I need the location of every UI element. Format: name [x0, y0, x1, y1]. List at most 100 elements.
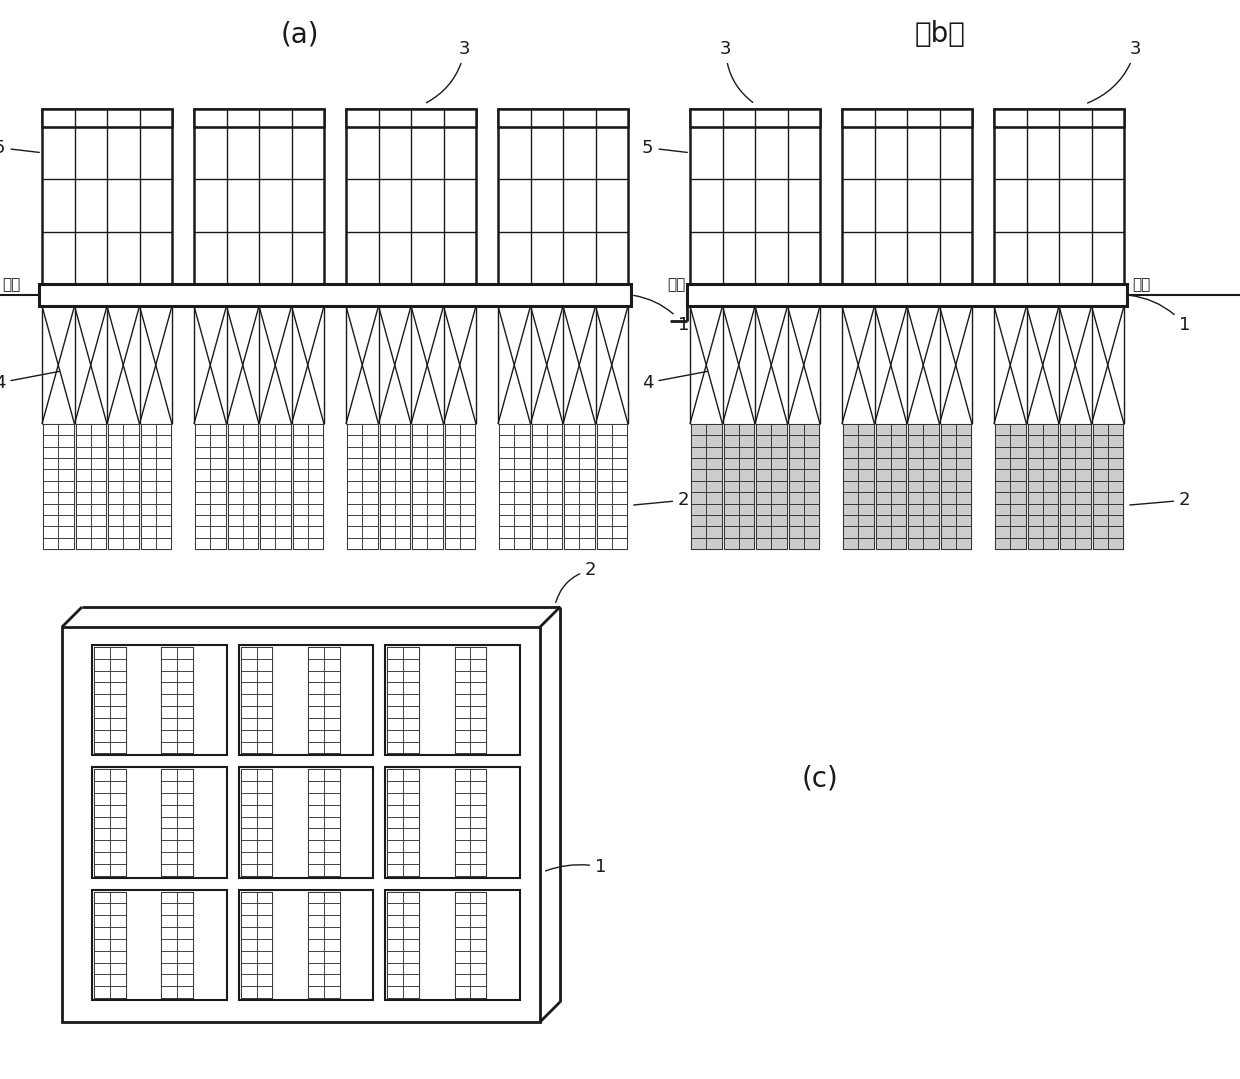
- Bar: [308, 504, 322, 515]
- Bar: [110, 852, 125, 864]
- Bar: [257, 903, 273, 915]
- Bar: [195, 459, 211, 469]
- Bar: [362, 459, 377, 469]
- Bar: [195, 447, 211, 459]
- Bar: [455, 671, 470, 682]
- Bar: [260, 469, 275, 481]
- Bar: [241, 915, 257, 927]
- Bar: [1043, 481, 1058, 492]
- Bar: [260, 459, 275, 469]
- Bar: [161, 741, 177, 753]
- Bar: [498, 109, 627, 126]
- Bar: [347, 469, 362, 481]
- Bar: [387, 694, 403, 706]
- Bar: [94, 769, 110, 781]
- Bar: [308, 671, 324, 682]
- Bar: [771, 469, 786, 481]
- Bar: [771, 492, 786, 504]
- Bar: [858, 527, 873, 537]
- Bar: [94, 793, 110, 805]
- Bar: [1092, 504, 1107, 515]
- Bar: [308, 424, 322, 435]
- Bar: [123, 459, 139, 469]
- Bar: [515, 504, 529, 515]
- Bar: [843, 459, 858, 469]
- Bar: [924, 504, 939, 515]
- Bar: [739, 515, 754, 527]
- Bar: [547, 492, 562, 504]
- Bar: [403, 741, 419, 753]
- Bar: [596, 469, 611, 481]
- Bar: [611, 515, 627, 527]
- Bar: [94, 927, 110, 939]
- Bar: [379, 515, 394, 527]
- Bar: [611, 504, 627, 515]
- Bar: [241, 682, 257, 694]
- Bar: [241, 729, 257, 741]
- Bar: [110, 781, 125, 793]
- Bar: [257, 671, 273, 682]
- Bar: [110, 891, 125, 903]
- Bar: [275, 481, 290, 492]
- Bar: [470, 741, 486, 753]
- Bar: [428, 435, 443, 447]
- Bar: [515, 424, 529, 435]
- Bar: [386, 890, 520, 1000]
- Bar: [308, 435, 322, 447]
- Bar: [842, 109, 972, 126]
- Bar: [723, 459, 739, 469]
- Bar: [924, 527, 939, 537]
- Bar: [275, 447, 290, 459]
- Bar: [76, 504, 91, 515]
- Bar: [110, 986, 125, 998]
- Bar: [924, 481, 939, 492]
- Text: 3: 3: [720, 40, 753, 103]
- Bar: [1028, 424, 1043, 435]
- Bar: [387, 864, 403, 876]
- Bar: [177, 829, 193, 841]
- Bar: [403, 903, 419, 915]
- Bar: [532, 481, 547, 492]
- Bar: [455, 682, 470, 694]
- Bar: [241, 951, 257, 962]
- Bar: [756, 504, 771, 515]
- Bar: [177, 671, 193, 682]
- Bar: [362, 515, 377, 527]
- Bar: [91, 537, 105, 549]
- Bar: [241, 769, 257, 781]
- Bar: [739, 469, 754, 481]
- Bar: [460, 492, 475, 504]
- Bar: [412, 515, 428, 527]
- Bar: [1107, 481, 1123, 492]
- Bar: [156, 424, 171, 435]
- Bar: [94, 671, 110, 682]
- Bar: [211, 492, 226, 504]
- Bar: [924, 424, 939, 435]
- Bar: [403, 805, 419, 817]
- Bar: [1092, 515, 1107, 527]
- Bar: [257, 769, 273, 781]
- Bar: [470, 647, 486, 659]
- Bar: [177, 915, 193, 927]
- Bar: [94, 915, 110, 927]
- Bar: [756, 537, 771, 549]
- Bar: [227, 537, 243, 549]
- Bar: [308, 682, 324, 694]
- Bar: [92, 645, 227, 755]
- Bar: [403, 829, 419, 841]
- Bar: [1028, 424, 1058, 549]
- Bar: [308, 706, 324, 718]
- Bar: [324, 659, 340, 671]
- Bar: [739, 459, 754, 469]
- Bar: [564, 527, 579, 537]
- Bar: [362, 447, 377, 459]
- Bar: [564, 537, 579, 549]
- Bar: [532, 424, 562, 549]
- Bar: [498, 537, 515, 549]
- Bar: [94, 951, 110, 962]
- Bar: [394, 447, 410, 459]
- Bar: [498, 504, 515, 515]
- Bar: [804, 492, 818, 504]
- Bar: [444, 515, 460, 527]
- Bar: [324, 781, 340, 793]
